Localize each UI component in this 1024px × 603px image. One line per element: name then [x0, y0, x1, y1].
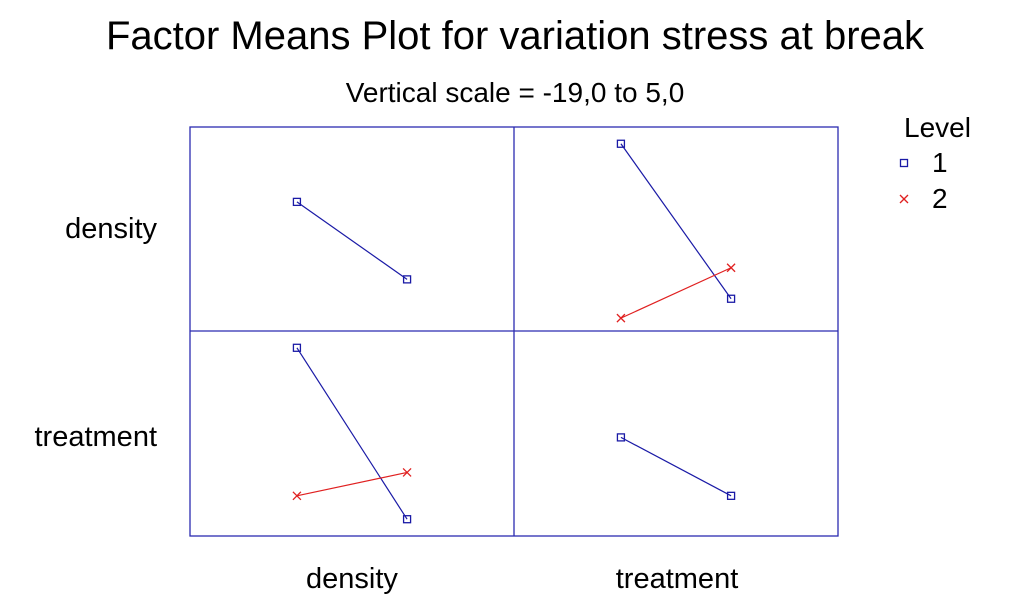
data-marks	[292, 139, 736, 524]
point-level-1-2	[726, 491, 736, 500]
legend-item-label-2: 2	[932, 183, 948, 214]
point-level-1-1	[292, 197, 302, 207]
point-level-2-1-stroke-b	[292, 491, 302, 501]
legend-cross-icon-stroke-b	[899, 194, 909, 204]
legend: Level 1 2	[899, 112, 971, 214]
series-line-level-1	[296, 201, 408, 280]
point-level-2-2-stroke-b	[402, 467, 412, 477]
panel-grid	[189, 126, 839, 537]
panel-treatment-by-treatment	[616, 433, 736, 500]
point-level-1-1	[292, 343, 302, 352]
series-line-level-1	[620, 143, 732, 300]
series-line-level-1	[620, 436, 732, 497]
point-level-2-1-stroke-b	[616, 313, 626, 323]
point-level-1-2	[402, 515, 412, 524]
panel-density-by-density	[292, 197, 412, 284]
point-level-1-1	[616, 433, 626, 442]
row-label-density: density	[65, 213, 157, 245]
legend-item-label-1: 1	[932, 147, 948, 178]
point-level-2-2	[402, 467, 412, 477]
series-line-level-2	[620, 267, 732, 319]
point-level-2-2	[726, 263, 736, 273]
point-level-1-1	[616, 139, 626, 148]
point-level-2-1	[616, 313, 626, 323]
chart-subtitle: Vertical scale = -19,0 to 5,0	[346, 77, 685, 108]
point-level-1-2	[726, 294, 736, 303]
point-level-1-2	[402, 275, 412, 284]
series-line-level-1	[296, 347, 408, 520]
point-level-2-1	[292, 491, 302, 501]
legend-cross-icon	[899, 194, 909, 204]
legend-square-icon	[899, 158, 909, 168]
series-line-level-2	[296, 471, 408, 497]
col-label-treatment: treatment	[616, 563, 739, 595]
legend-title: Level	[904, 112, 971, 143]
row-label-treatment: treatment	[35, 421, 158, 453]
point-level-2-2-stroke-b	[726, 263, 736, 273]
factor-labels: density treatment density treatment	[35, 213, 739, 595]
chart-title: Factor Means Plot for variation stress a…	[106, 14, 925, 58]
col-label-density: density	[306, 563, 398, 595]
panel-treatment-by-density	[292, 343, 412, 524]
panel-density-by-treatment	[616, 139, 736, 323]
